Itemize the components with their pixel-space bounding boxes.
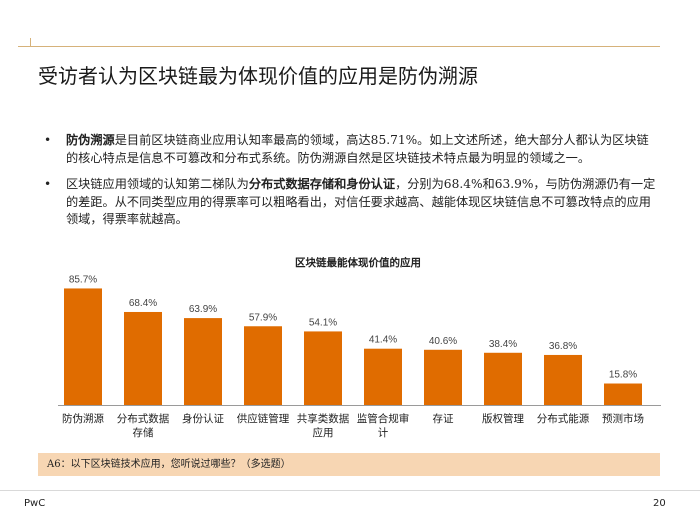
footer-brand: PwC (24, 498, 46, 509)
bullet-text-before: 区块链应用领域的认知第二梯队为 (66, 177, 249, 191)
bar-3 (184, 318, 222, 405)
category-label: 共享类数据 (297, 412, 350, 425)
survey-note: A6：以下区块链技术应用，您听说过哪些？（多选题） (38, 453, 660, 476)
category-label: 身份认证 (182, 412, 224, 425)
bullet-item-2: • 区块链应用领域的认知第二梯队为分布式数据存储和身份认证，分别为68.4%和6… (44, 176, 660, 229)
page-title: 受访者认为区块链最为体现价值的应用是防伪溯源 (38, 64, 478, 88)
bar-7 (424, 349, 462, 405)
bar-2 (124, 311, 162, 405)
bullet-bold-lead: 防伪溯源 (66, 133, 115, 147)
bar-value-label: 40.6% (429, 336, 457, 347)
bar-value-label: 57.9% (249, 312, 277, 323)
bar-5 (304, 331, 342, 405)
bar-10 (604, 383, 642, 405)
category-label: 分布式能源 (537, 412, 590, 425)
header-rule (18, 46, 660, 47)
bar-value-label: 85.7% (69, 274, 97, 285)
category-label: 应用 (313, 426, 334, 439)
bullet-marker: • (44, 177, 52, 191)
category-label: 分布式数据 (117, 412, 170, 425)
bar-value-label: 38.4% (489, 339, 517, 350)
bullet-bold-mid: 分布式数据存储和身份认证 (248, 177, 396, 191)
header-rule-tick (30, 38, 31, 47)
bar-value-label: 41.4% (369, 335, 397, 346)
category-label: 存储 (133, 426, 154, 439)
page-number: 20 (653, 498, 666, 509)
category-label: 计 (378, 426, 389, 439)
bar-1 (64, 288, 102, 405)
bar-chart: 85.7% 防伪溯源 68.4% 分布式数据存储 63.9% 身份认证 57.9% 供应链管理… (62, 274, 644, 439)
bar-8 (484, 352, 522, 405)
bar-9 (544, 354, 582, 405)
bullet-text-after: ，分别为68.4%和63.9%，与防伪溯源仍有一定的差距。从不同类型应用的得票率… (66, 177, 656, 226)
bar-6 (364, 348, 402, 405)
category-label: 存证 (433, 412, 454, 425)
category-label: 供应链管理 (237, 412, 290, 425)
category-label: 预测市场 (602, 412, 644, 425)
bar-4 (244, 326, 282, 405)
bar-value-label: 15.8% (609, 370, 637, 381)
bullet-text: 是目前区块链商业应用认知率最高的领域，高达85.71%。如上文述所述，绝大部分人… (66, 133, 649, 165)
category-label: 版权管理 (482, 412, 524, 425)
bar-value-label: 68.4% (129, 298, 157, 309)
chart-title: 区块链最能体现价值的应用 (295, 257, 421, 269)
bullet-item-1: • 防伪溯源是目前区块链商业应用认知率最高的领域，高达85.71%。如上文述所述… (44, 132, 660, 167)
bar-value-label: 63.9% (189, 304, 217, 315)
footer-rule (0, 490, 700, 491)
bullet-list: • 防伪溯源是目前区块链商业应用认知率最高的领域，高达85.71%。如上文述所述… (44, 132, 660, 238)
category-label: 监管合规审 (357, 412, 410, 425)
bar-value-label: 54.1% (309, 317, 337, 328)
chart-x-axis (58, 405, 661, 406)
category-label: 防伪溯源 (62, 412, 104, 425)
bar-value-label: 36.8% (549, 341, 577, 352)
bullet-marker: • (44, 133, 52, 147)
